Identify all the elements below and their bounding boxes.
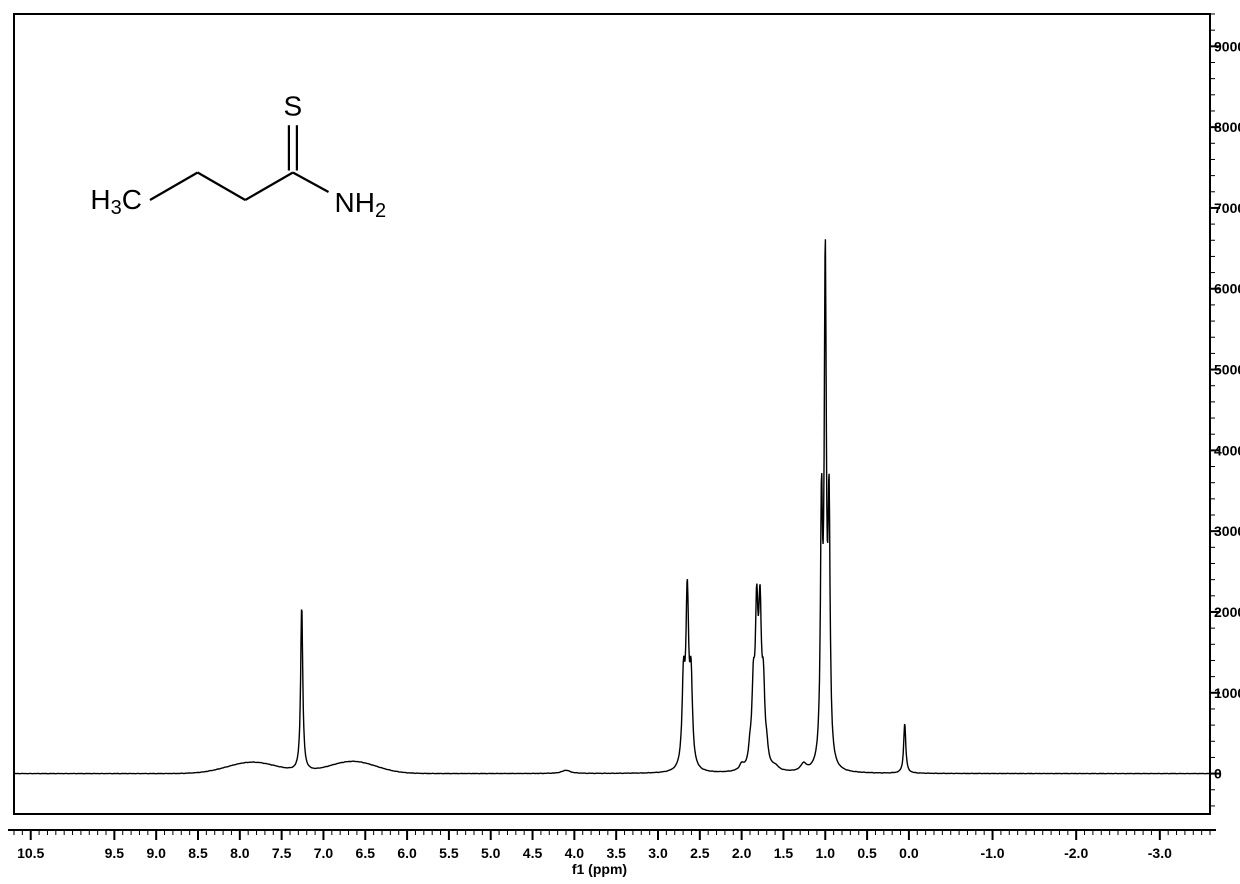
x-tick-label: 10.5	[17, 845, 44, 861]
x-tick-label: 0.0	[899, 845, 919, 861]
x-tick-label: 1.0	[816, 845, 836, 861]
y-tick-label: 30000	[1214, 523, 1240, 539]
x-tick-label: 6.0	[397, 845, 417, 861]
y-tick-label: 20000	[1214, 604, 1240, 620]
x-tick-label: 6.5	[356, 845, 376, 861]
x-tick-label: 3.5	[606, 845, 626, 861]
x-tick-label: 2.0	[732, 845, 752, 861]
x-tick-label: -1.0	[980, 845, 1004, 861]
x-tick-label: 3.0	[648, 845, 668, 861]
x-tick-label: -2.0	[1064, 845, 1088, 861]
x-tick-label: 4.5	[523, 845, 543, 861]
y-tick-label: 60000	[1214, 281, 1240, 297]
nmr-figure: 10.5 9.5 9.0 8.5 8.0 7.5 7.0 6.5 6.0 5.5 5.0 4.5 4.0…	[0, 0, 1240, 884]
y-tick-label: 40000	[1214, 442, 1240, 458]
x-tick-label: 5.5	[439, 845, 459, 861]
y-tick-label: 50000	[1214, 362, 1240, 378]
x-tick-label: 9.0	[146, 845, 166, 861]
x-tick-label: -3.0	[1148, 845, 1172, 861]
y-tick-label: 0	[1214, 766, 1222, 782]
x-tick-label: 7.0	[314, 845, 334, 861]
y-tick-label: 70000	[1214, 200, 1240, 216]
x-tick-label: 1.5	[774, 845, 794, 861]
x-tick-label: 0.5	[857, 845, 877, 861]
y-tick-label: 10000	[1214, 685, 1240, 701]
x-axis-label: f1 (ppm)	[572, 861, 627, 877]
x-tick-label: 8.0	[230, 845, 250, 861]
x-tick-label: 7.5	[272, 845, 292, 861]
x-tick-label: 4.0	[565, 845, 585, 861]
x-tick-label: 8.5	[188, 845, 208, 861]
x-tick-label: 9.5	[105, 845, 125, 861]
y-tick-label: 80000	[1214, 119, 1240, 135]
y-tick-label: 90000	[1214, 38, 1240, 54]
svg-text:S: S	[284, 90, 303, 121]
x-tick-label: 2.5	[690, 845, 710, 861]
x-tick-label: 5.0	[481, 845, 501, 861]
